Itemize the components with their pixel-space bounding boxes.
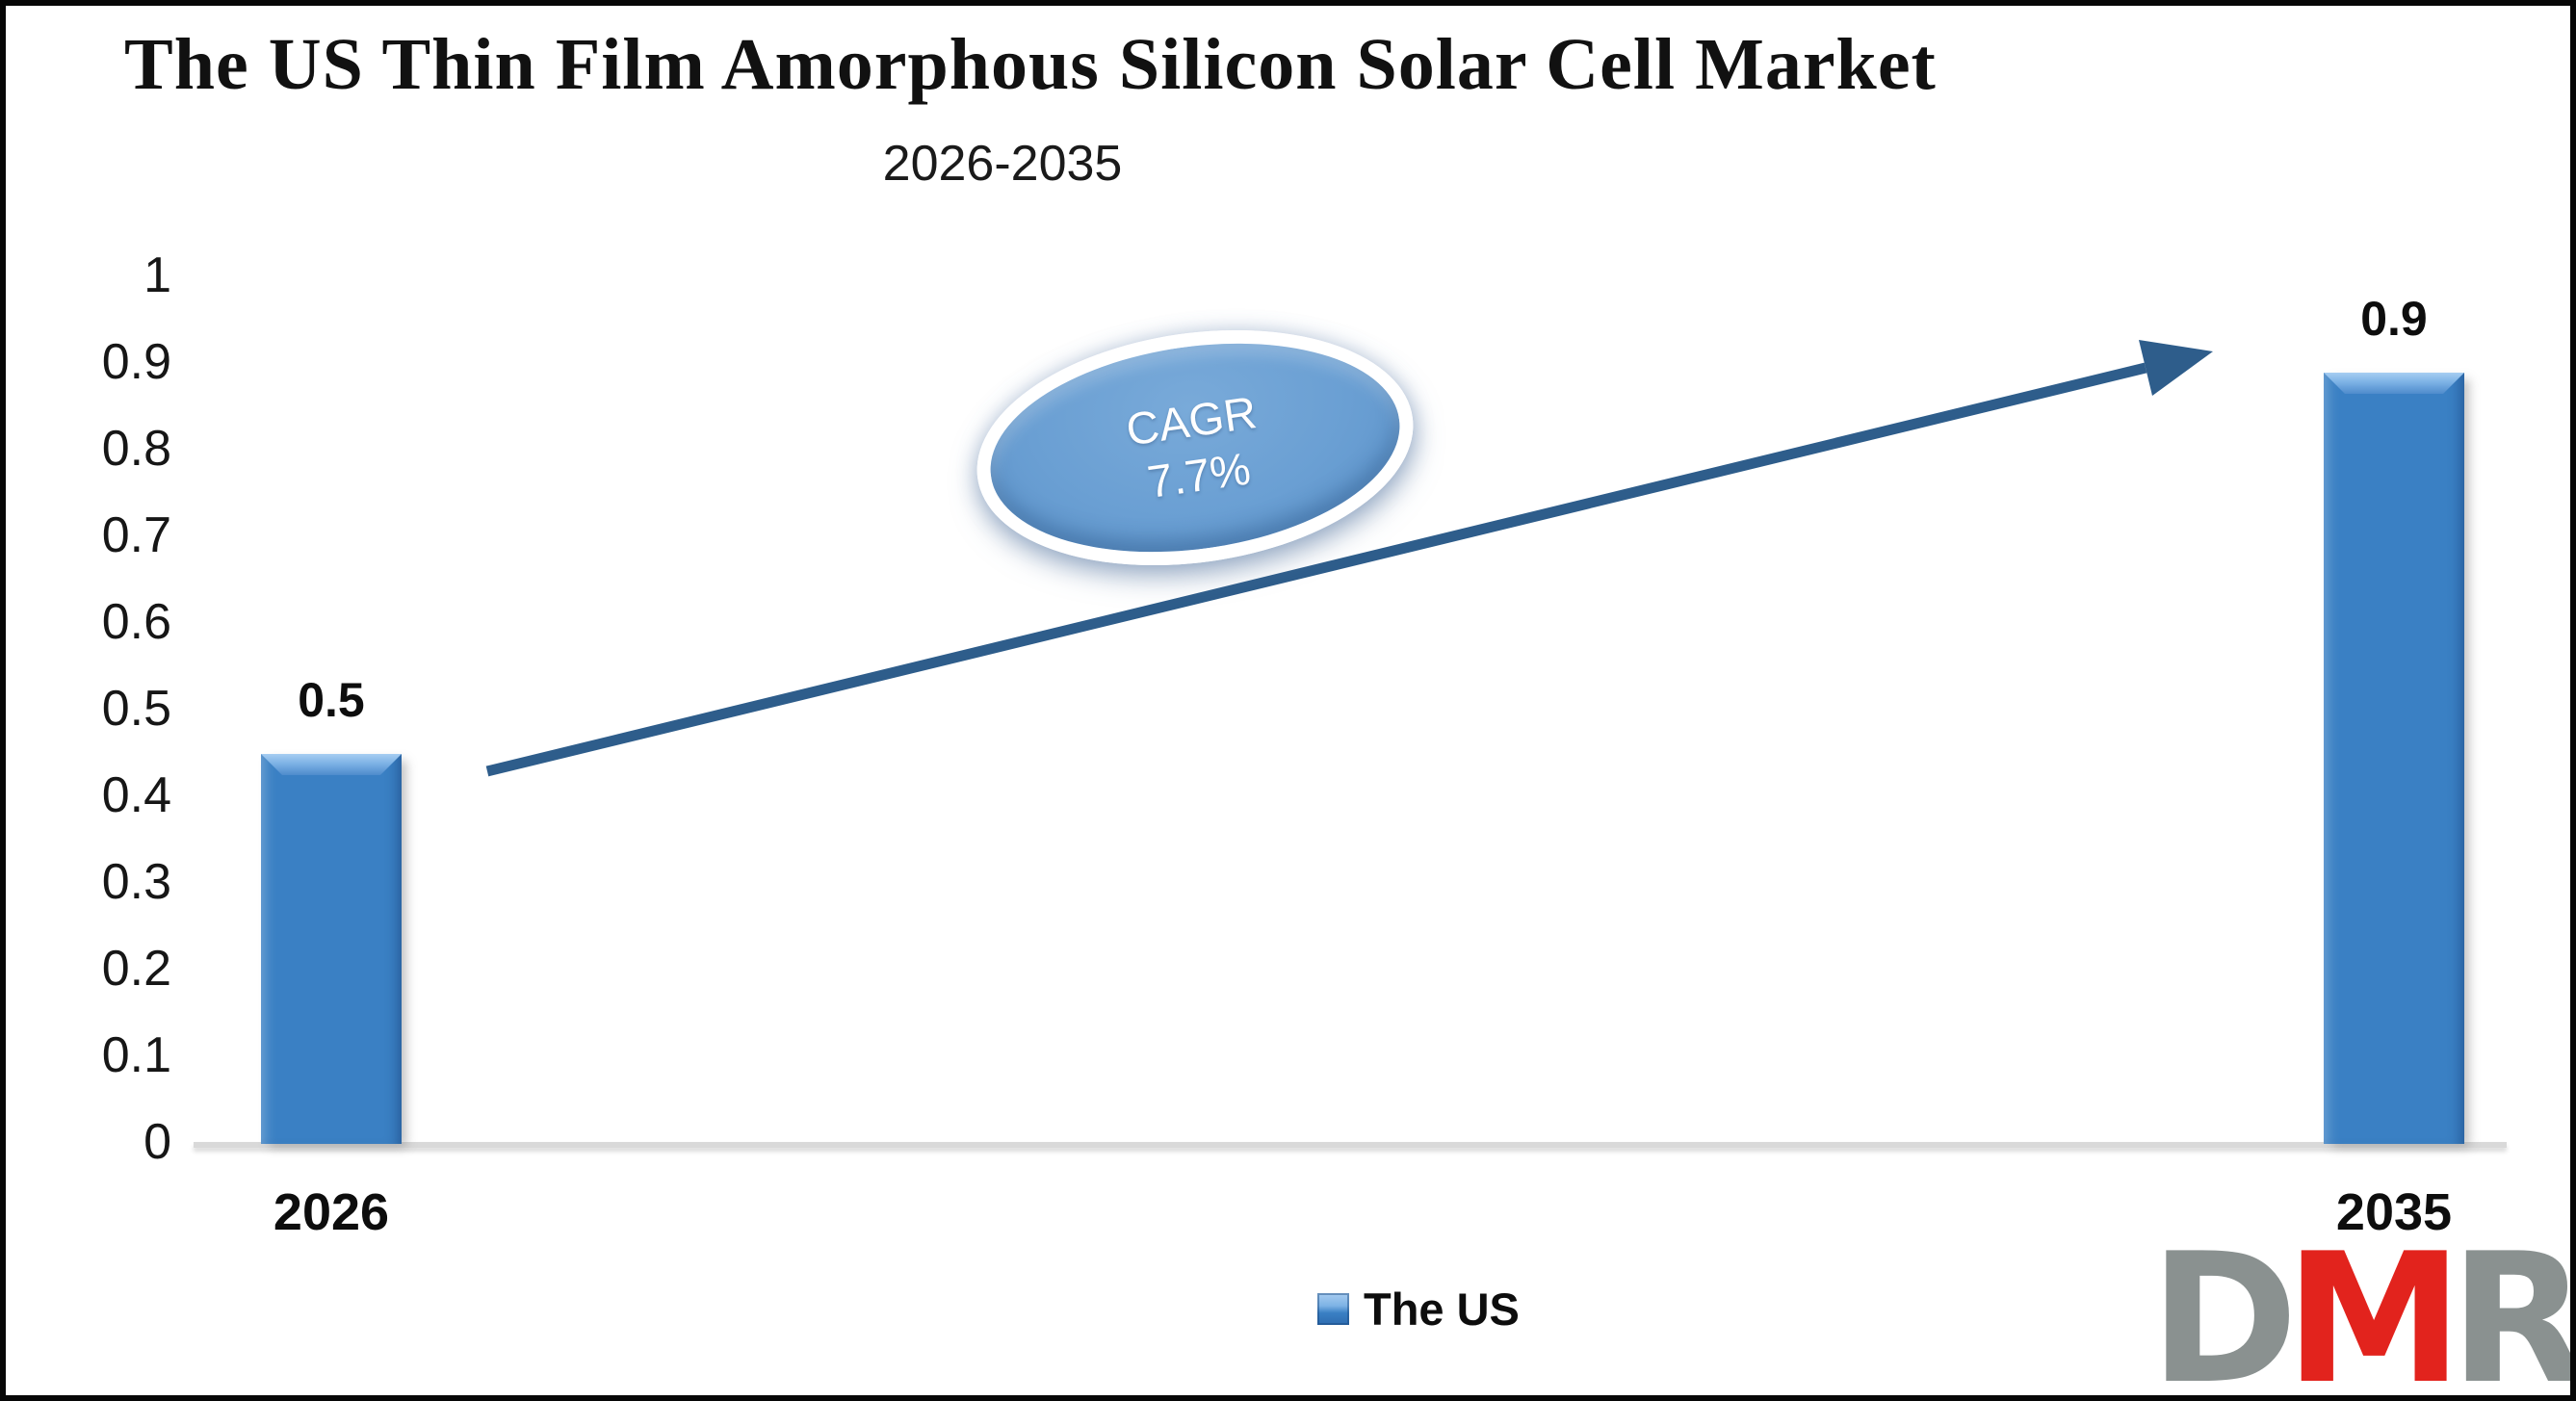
y-axis-tick: 0 <box>143 1114 171 1170</box>
y-axis-tick: 0.2 <box>101 941 171 997</box>
bar-2035 <box>2324 373 2464 1144</box>
x-axis-tick-2035: 2035 <box>2335 1183 2453 1241</box>
x-axis-line <box>194 1142 2507 1148</box>
growth-arrow-head <box>2139 340 2213 396</box>
legend: The US <box>1317 1283 1520 1336</box>
legend-swatch <box>1317 1293 1349 1325</box>
y-axis-tick: 0.6 <box>101 594 171 650</box>
y-axis-tick: 0.1 <box>101 1027 171 1083</box>
y-axis-tick: 0.9 <box>101 334 171 390</box>
dmr-logo: DMR <box>2149 1214 2574 1401</box>
dmr-logo-letter-d: D <box>2149 1214 2298 1401</box>
y-axis-tick: 0.5 <box>101 681 171 737</box>
y-axis-tick: 0.4 <box>101 767 171 823</box>
dmr-logo-letter-m: M <box>2284 1214 2463 1401</box>
chart-subtitle: 2026-2035 <box>882 136 1123 192</box>
bar-value-label-2026: 0.5 <box>298 673 365 727</box>
y-axis-tick: 0.3 <box>101 854 171 910</box>
chart-title: The US Thin Film Amorphous Silicon Solar… <box>124 24 1937 105</box>
y-axis-tick: 0.7 <box>101 507 171 563</box>
bar-value-label-2035: 0.9 <box>2360 292 2428 346</box>
dmr-logo-letter-r: R <box>2449 1214 2574 1401</box>
legend-label: The US <box>1364 1284 1520 1335</box>
cagr-badge: CAGR 7.7% <box>961 303 1429 592</box>
y-axis-tick: 0.8 <box>101 421 171 477</box>
y-axis-tick: 1 <box>143 247 171 303</box>
x-axis-tick-2026: 2026 <box>273 1183 390 1241</box>
bar-2026 <box>261 754 402 1144</box>
